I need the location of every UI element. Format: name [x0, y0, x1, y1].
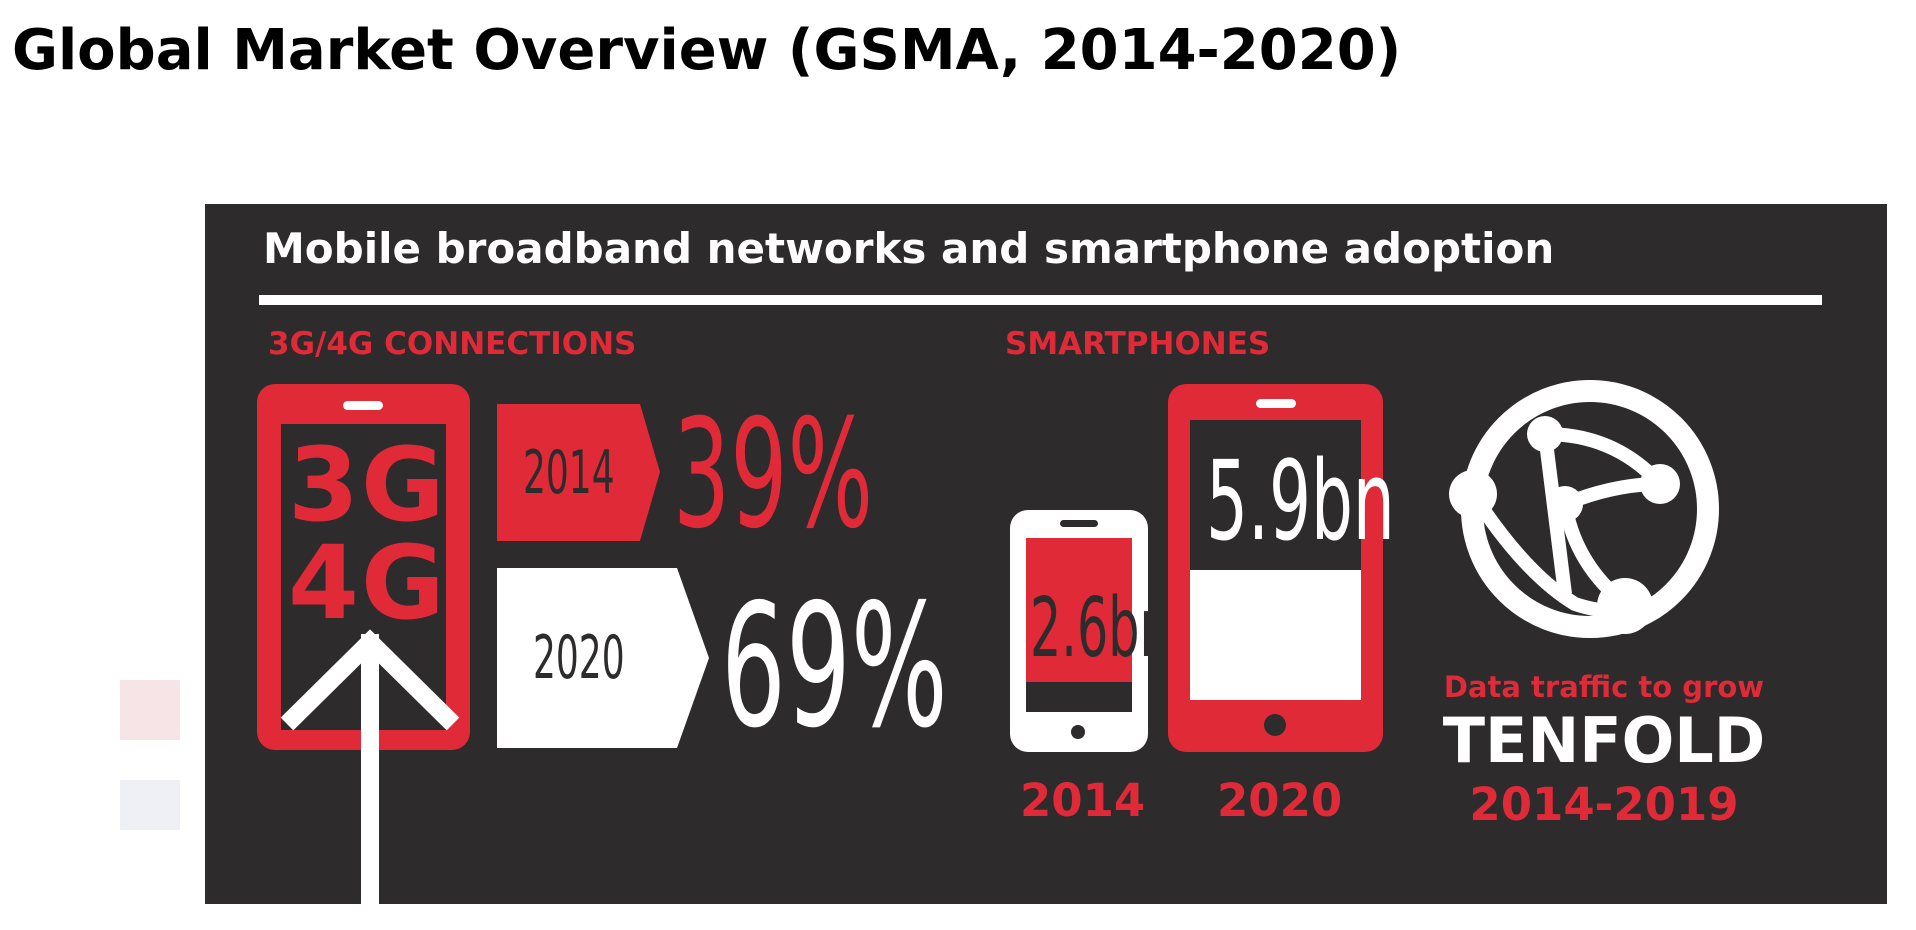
- traffic-period: 2014-2019: [1469, 778, 1739, 831]
- connections-2020-value: 69%: [721, 568, 948, 766]
- background-decoration: [120, 780, 180, 830]
- smartphones-2014-value: 2.6bn: [1030, 581, 1171, 676]
- connections-2020-tag: 2020: [497, 568, 709, 748]
- connections-2020-year: 2020: [533, 623, 625, 693]
- smartphone-2020-icon: 5.9bn: [1168, 384, 1395, 752]
- connections-label: 3G/4G CONNECTIONS: [268, 326, 637, 362]
- page-title: Global Market Overview (GSMA, 2014-2020): [12, 18, 1402, 83]
- background-decoration: [120, 680, 180, 740]
- phone-text-4g: 4G: [288, 524, 446, 643]
- infographic-title: Mobile broadband networks and smartphone…: [263, 224, 1555, 273]
- traffic-multiplier: TENFOLD: [1442, 704, 1766, 777]
- title-divider: [259, 295, 1822, 305]
- smartphone-2014-icon: 2.6bn: [1010, 510, 1171, 752]
- network-globe-icon: [1449, 380, 1719, 638]
- smartphones-label: SMARTPHONES: [1005, 326, 1271, 362]
- connections-2014-value: 39%: [673, 388, 874, 562]
- infographic-panel: Mobile broadband networks and smartphone…: [205, 204, 1887, 904]
- smartphones-2020-year: 2020: [1217, 774, 1343, 827]
- traffic-caption: Data traffic to grow: [1443, 670, 1765, 704]
- phone-text-3g: 3G: [288, 426, 446, 545]
- smartphones-2020-value: 5.9bn: [1206, 437, 1395, 565]
- smartphones-2014-year: 2014: [1020, 774, 1146, 827]
- growth-arrow-icon: [280, 629, 460, 904]
- connections-2014-year: 2014: [523, 437, 615, 508]
- connections-2014-tag: 2014: [497, 404, 660, 541]
